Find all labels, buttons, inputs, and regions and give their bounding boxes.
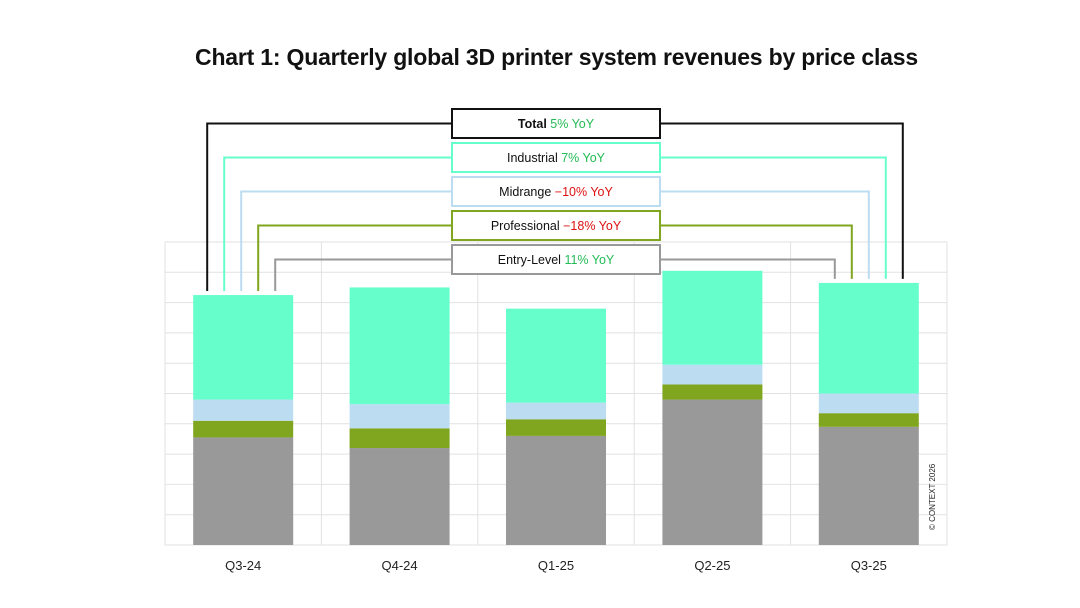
legend-box-professional [451, 210, 661, 241]
bar-segment-midrange-q1-25 [506, 402, 606, 420]
legend-yoy: 7% YoY [561, 151, 605, 165]
bar-segment-industrial-q3-25 [818, 282, 919, 394]
bar-segment-professional-q3-25 [818, 413, 919, 427]
legend-yoy: −18% YoY [563, 219, 622, 233]
legend-name: Entry-Level [498, 253, 565, 267]
legend-connector [240, 190, 452, 292]
legend-name: Industrial [507, 151, 561, 165]
legend-entry-industrial: Industrial 7% YoY [507, 151, 606, 165]
legend-box-total [451, 108, 661, 139]
legend-connectors [206, 122, 904, 292]
x-tick-label: Q3-24 [225, 558, 261, 573]
x-tick-label: Q4-24 [382, 558, 418, 573]
x-tick-label: Q1-25 [538, 558, 574, 573]
bar-segment-midrange-q3-25 [818, 393, 919, 414]
bar-segment-entry-level-q1-25 [506, 435, 606, 545]
bar-segment-entry-level-q3-25 [818, 426, 919, 545]
bar-segment-professional-q1-25 [506, 419, 606, 436]
x-tick-label: Q2-25 [694, 558, 730, 573]
legend-connector [274, 258, 452, 292]
bar-segment-professional-q3-24 [193, 420, 294, 438]
legend-yoy: 11% YoY [564, 253, 614, 267]
legend-box-midrange [451, 176, 661, 207]
legend-box-industrial [451, 142, 661, 173]
legend-entry-entry-level: Entry-Level 11% YoY [498, 253, 615, 267]
bar-segment-entry-level-q3-24 [193, 437, 294, 545]
bar-segment-industrial-q3-24 [193, 295, 294, 400]
copyright-text: © CONTEXT 2026 [928, 463, 937, 530]
legend-name: Professional [491, 219, 563, 233]
legend-connector [206, 122, 452, 292]
bar-segment-industrial-q2-25 [662, 270, 763, 365]
x-tick-label: Q3-25 [851, 558, 887, 573]
legend-connector [660, 122, 904, 279]
legend-name: Midrange [499, 185, 555, 199]
legend-entry-midrange: Midrange −10% YoY [499, 185, 613, 199]
legend: Total 5% YoY Industrial 7% YoY Midrange −1… [451, 108, 661, 275]
legend-connector [257, 224, 452, 292]
chart-title: Chart 1: Quarterly global 3D printer sys… [195, 44, 918, 70]
bar-segment-industrial-q1-25 [506, 308, 606, 403]
legend-connector [660, 224, 853, 279]
bar-segment-entry-level-q4-24 [349, 448, 450, 545]
legend-entry-total: Total 5% YoY [518, 117, 595, 131]
legend-box-entry-level [451, 244, 661, 275]
legend-connector [660, 258, 836, 279]
bar-segment-midrange-q4-24 [349, 404, 450, 429]
legend-name: Total [518, 117, 550, 131]
bar-segment-industrial-q4-24 [349, 287, 450, 405]
x-axis-labels: Q3-24 Q4-24 Q1-25 Q2-25 Q3-25 [225, 558, 887, 573]
bars [193, 270, 919, 545]
legend-connector [660, 156, 887, 279]
bar-segment-professional-q4-24 [349, 428, 450, 449]
legend-yoy: −10% YoY [555, 185, 614, 199]
legend-entry-professional: Professional −18% YoY [491, 219, 622, 233]
bar-segment-midrange-q2-25 [662, 364, 763, 385]
bar-segment-entry-level-q2-25 [662, 399, 763, 545]
legend-connector [223, 156, 452, 292]
bar-segment-professional-q2-25 [662, 384, 763, 400]
bar-segment-midrange-q3-24 [193, 399, 294, 421]
legend-yoy: 5% YoY [550, 117, 594, 131]
legend-connector [660, 190, 870, 279]
